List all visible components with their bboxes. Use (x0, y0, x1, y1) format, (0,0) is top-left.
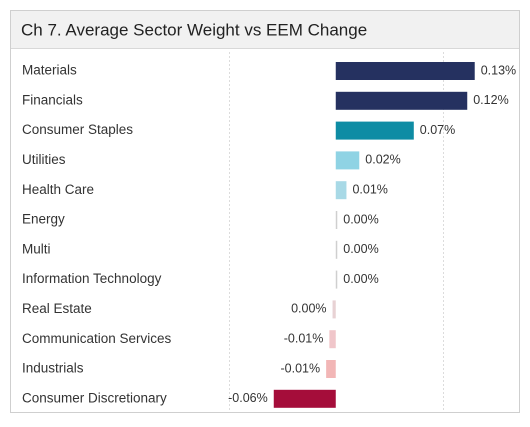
category-label: Energy (22, 212, 65, 227)
value-label: -0.06% (228, 391, 268, 405)
category-label: Consumer Staples (22, 122, 133, 137)
bar (335, 62, 475, 80)
title-bar (11, 11, 519, 48)
value-label: 0.00% (291, 302, 326, 316)
category-label: Consumer Discretionary (22, 390, 167, 405)
value-label: -0.01% (281, 361, 321, 375)
bar (335, 270, 338, 289)
category-label: Industrials (22, 361, 84, 376)
value-label: -0.01% (284, 331, 324, 345)
bar (329, 330, 336, 349)
value-label: 0.12% (473, 93, 508, 107)
bar (273, 389, 336, 408)
bar (326, 360, 336, 378)
bar (335, 121, 414, 140)
value-label: 0.01% (352, 182, 387, 196)
category-label: Utilities (22, 152, 66, 167)
value-label: 0.00% (343, 272, 378, 286)
chart-title: Ch 7. Average Sector Weight vs EEM Chang… (21, 20, 367, 39)
value-label: 0.00% (343, 242, 378, 256)
category-label: Real Estate (22, 301, 92, 316)
value-label: 0.00% (343, 212, 378, 226)
bar (335, 151, 360, 170)
bar (335, 240, 338, 259)
category-label: Communication Services (22, 331, 172, 346)
bar (335, 181, 347, 200)
category-label: Financials (22, 92, 83, 107)
value-label: 0.07% (420, 123, 455, 137)
bar (335, 211, 338, 229)
bar (335, 91, 468, 110)
category-label: Materials (22, 63, 77, 78)
category-label: Information Technology (22, 271, 162, 286)
value-label: 0.13% (481, 63, 516, 77)
category-label: Multi (22, 241, 51, 256)
rows: Materials 0.13% Financials 0.12% Consumer St… (22, 62, 516, 408)
category-label: Health Care (22, 182, 94, 197)
value-label: 0.02% (365, 153, 400, 167)
bar (332, 300, 336, 319)
